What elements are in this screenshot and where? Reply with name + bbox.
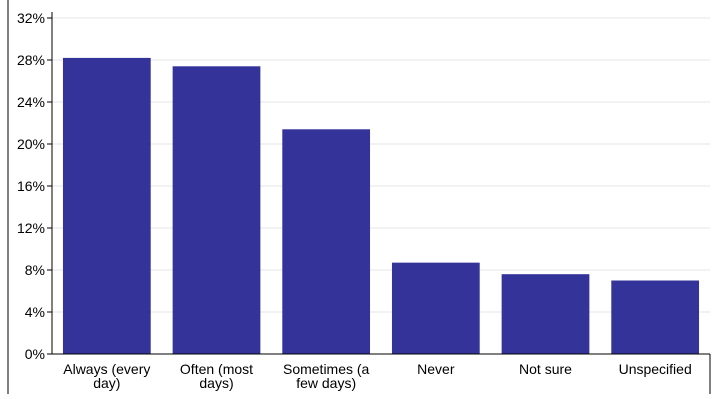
bar <box>501 274 590 354</box>
gridlines <box>52 17 710 313</box>
x-tick-label: Never <box>417 361 455 377</box>
x-tick-label: Not sure <box>519 361 572 377</box>
y-tick-label: 32% <box>17 10 45 26</box>
y-tick-label: 12% <box>17 220 45 236</box>
axes <box>7 0 711 394</box>
x-tick-label: Unspecified <box>619 361 692 377</box>
bar <box>391 262 480 354</box>
bars <box>62 57 700 355</box>
bar <box>282 129 371 354</box>
x-tick-labels: Always (every day) Often (most days) Sometim… <box>63 361 691 391</box>
y-tick-label: 4% <box>25 304 45 320</box>
y-tick-label: 8% <box>25 262 45 278</box>
y-tick-label: 16% <box>17 178 45 194</box>
y-tick-labels: 0% 4% 8% 12% 16% 20% 24% 28% 32% <box>17 10 45 362</box>
bar <box>62 57 151 355</box>
x-tick-label: Sometimes (a few days) <box>283 361 370 391</box>
x-tick-label: Often (most days) <box>180 361 253 391</box>
y-tick-label: 28% <box>17 52 45 68</box>
y-tick-label: 20% <box>17 136 45 152</box>
y-tick-label: 0% <box>25 346 45 362</box>
y-tick-label: 24% <box>17 94 45 110</box>
x-tick-label: Always (every day) <box>63 361 150 391</box>
bar <box>172 66 261 355</box>
bar <box>611 280 700 354</box>
